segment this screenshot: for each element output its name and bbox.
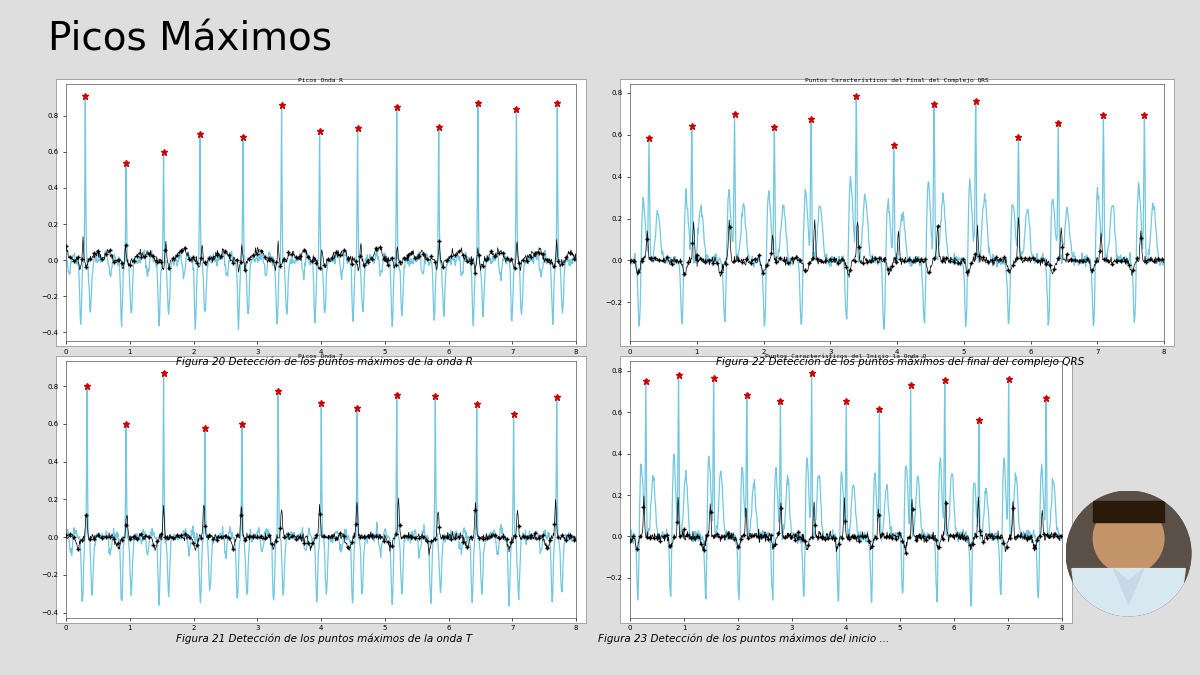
Polygon shape: [1128, 568, 1144, 604]
Text: Figura 20 Detección de los puntos máximos de la onda R: Figura 20 Detección de los puntos máximo…: [175, 356, 473, 367]
Polygon shape: [1093, 501, 1164, 522]
Polygon shape: [1066, 491, 1192, 616]
Text: Picos Máximos: Picos Máximos: [48, 20, 332, 58]
Title: Picos Onda R: Picos Onda R: [299, 78, 343, 82]
Polygon shape: [1093, 503, 1164, 574]
Polygon shape: [1072, 568, 1186, 616]
Title: Puntos Característicos del Final del Complejo QRS: Puntos Característicos del Final del Com…: [805, 77, 989, 82]
Text: Figura 21 Detección de los puntos máximos de la onda T: Figura 21 Detección de los puntos máximo…: [176, 633, 472, 644]
Text: Figura 23 Detección de los puntos máximos del inicio ...: Figura 23 Detección de los puntos máximo…: [599, 633, 889, 644]
Text: Figura 22 Detección de los puntos máximos del final del complejo QRS: Figura 22 Detección de los puntos máximo…: [716, 356, 1084, 367]
Title: Puntos Característicos del Inicio la Onda Q: Puntos Característicos del Inicio la Ond…: [766, 354, 926, 359]
Title: Picos Onda T: Picos Onda T: [299, 354, 343, 359]
Polygon shape: [1114, 568, 1128, 604]
